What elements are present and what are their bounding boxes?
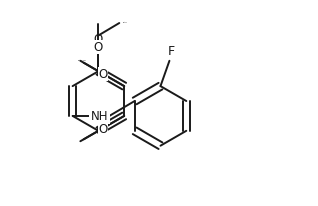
- Text: F: F: [168, 44, 175, 57]
- Text: O: O: [95, 66, 104, 79]
- Text: O: O: [95, 124, 104, 137]
- Text: O: O: [99, 68, 108, 81]
- Text: methyl_label: methyl_label: [78, 59, 87, 61]
- Text: methyl: methyl: [123, 22, 128, 23]
- Text: O: O: [94, 33, 103, 46]
- Text: O: O: [99, 122, 108, 135]
- Text: NH: NH: [91, 110, 108, 123]
- Text: O: O: [94, 41, 103, 54]
